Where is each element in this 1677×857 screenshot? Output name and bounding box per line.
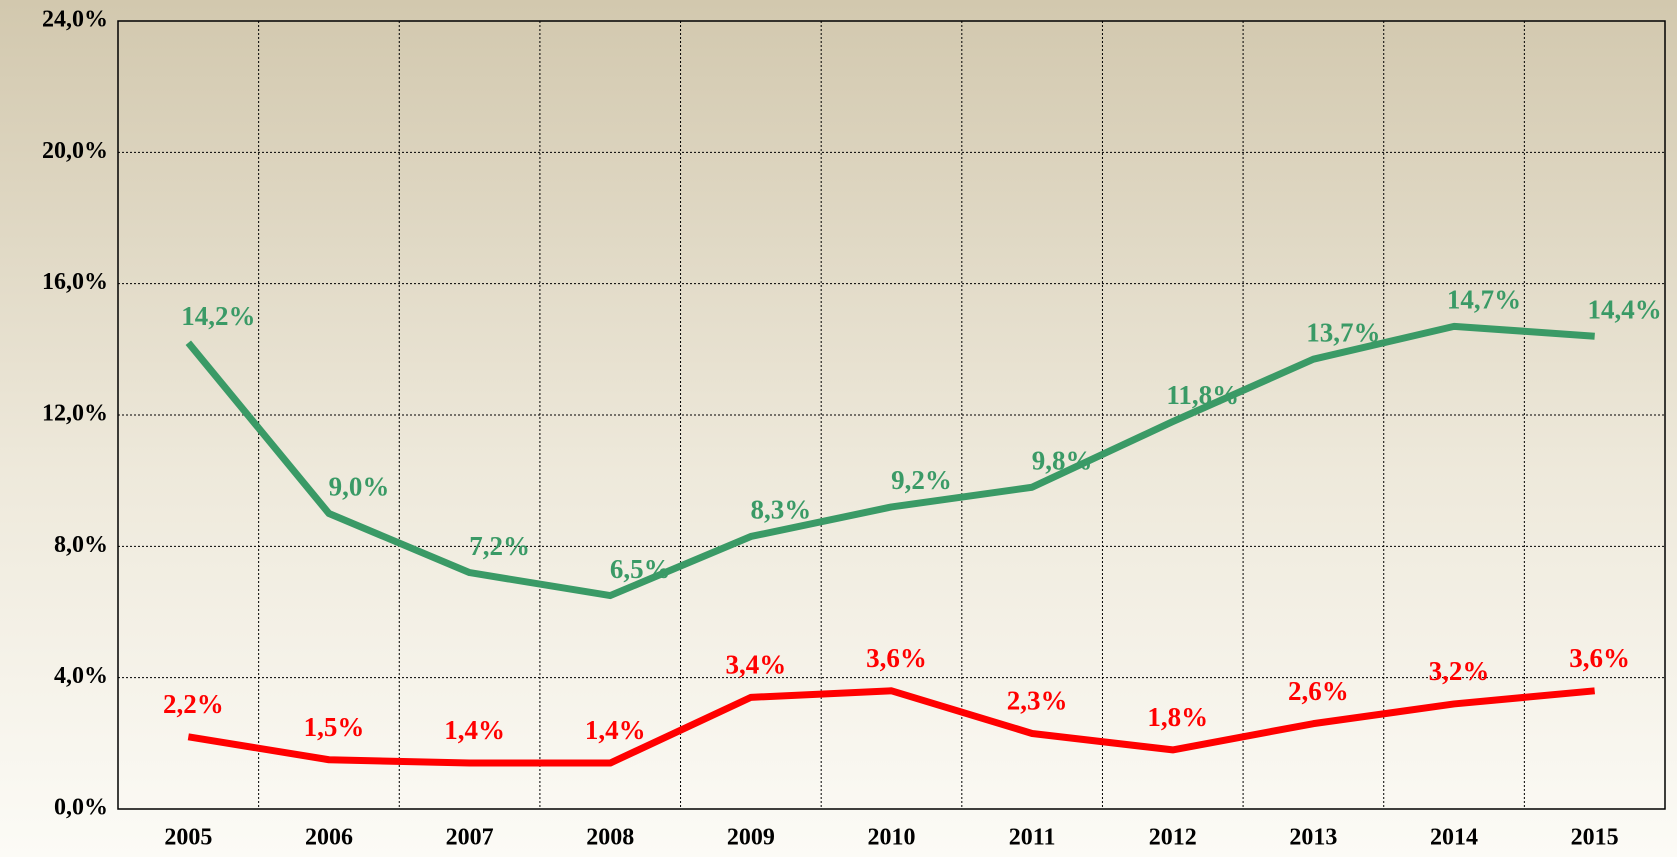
- x-tick-label: 2005: [164, 825, 212, 851]
- x-tick-label: 2013: [1289, 825, 1337, 851]
- series-line: [185, 322, 1595, 600]
- data-label: 13,7%: [1306, 317, 1380, 347]
- x-tick-label: 2011: [1009, 825, 1056, 851]
- x-tick-label: 2014: [1430, 825, 1478, 851]
- x-tick-label: 2009: [727, 825, 775, 851]
- plot-border: [117, 20, 1666, 810]
- x-tick-label: 2008: [586, 825, 634, 851]
- data-label: 1,4%: [585, 715, 646, 745]
- data-label: 9,2%: [891, 465, 952, 495]
- data-label: 1,5%: [304, 712, 365, 742]
- data-label: 6,5%: [610, 554, 671, 584]
- data-label: 11,8%: [1166, 380, 1239, 410]
- data-label: 3,6%: [1569, 643, 1630, 673]
- x-tick-label: 2010: [868, 825, 916, 851]
- data-label: 9,0%: [329, 472, 390, 502]
- data-label: 3,2%: [1429, 656, 1490, 686]
- y-tick-label: 0,0%: [54, 795, 108, 821]
- x-tick-label: 2007: [446, 825, 494, 851]
- data-label: 14,4%: [1588, 294, 1662, 324]
- data-label: 3,6%: [866, 643, 927, 673]
- data-label: 1,4%: [444, 715, 505, 745]
- data-label: 1,8%: [1147, 702, 1208, 732]
- series-line: [187, 687, 1596, 767]
- y-tick-label: 8,0%: [54, 532, 108, 558]
- y-tick-label: 12,0%: [42, 401, 108, 427]
- data-label: 2,3%: [1007, 686, 1068, 716]
- y-tick-label: 20,0%: [42, 138, 108, 164]
- data-label: 14,2%: [181, 301, 255, 331]
- data-label: 3,4%: [725, 650, 786, 680]
- y-tick-label: 16,0%: [42, 269, 108, 295]
- data-label: 8,3%: [750, 495, 811, 525]
- data-label: 7,2%: [469, 531, 530, 561]
- y-tick-label: 4,0%: [54, 663, 108, 689]
- data-label: 14,7%: [1447, 285, 1521, 315]
- x-tick-label: 2006: [305, 825, 353, 851]
- x-tick-label: 2015: [1571, 825, 1619, 851]
- data-label: 9,8%: [1032, 445, 1093, 475]
- data-label: 2,6%: [1288, 676, 1349, 706]
- data-label: 2,2%: [163, 689, 224, 719]
- x-tick-label: 2012: [1149, 825, 1197, 851]
- y-tick-label: 24,0%: [42, 7, 108, 33]
